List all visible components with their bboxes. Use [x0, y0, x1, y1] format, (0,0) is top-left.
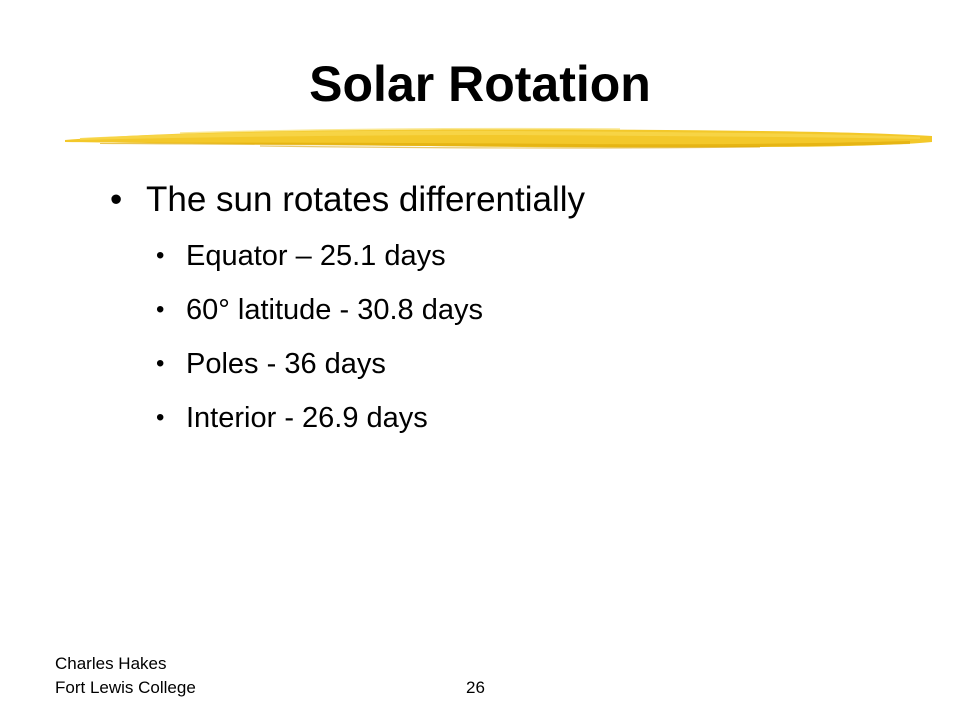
yellow-brush-stroke-divider — [65, 127, 932, 149]
slide-title: Solar Rotation — [309, 56, 651, 112]
bullet-list: • The sun rotates differentially • Equat… — [110, 172, 585, 438]
main-bullet: • The sun rotates differentially • Equat… — [110, 172, 585, 438]
bullet-dot: • — [156, 350, 165, 377]
sub-bullet-equator: • Equator – 25.1 days — [110, 236, 585, 276]
sub-bullet-text: Poles - 36 days — [186, 348, 386, 380]
bullet-dot: • — [156, 404, 165, 431]
bullet-dot: • — [110, 180, 123, 219]
main-bullet-text: The sun rotates differentially — [146, 180, 586, 219]
footer-author-name: Charles Hakes — [55, 654, 167, 673]
footer-institution: Fort Lewis College — [55, 678, 196, 697]
bullet-dot: • — [156, 296, 165, 323]
sub-bullet-text: 60° latitude - 30.8 days — [186, 294, 483, 326]
page-number: 26 — [466, 678, 485, 697]
bullet-dot: • — [156, 242, 165, 269]
sub-bullet-latitude: • 60° latitude - 30.8 days — [110, 290, 585, 330]
footer-author: Charles Hakes Fort Lewis College — [55, 652, 196, 700]
sub-bullet-text: Interior - 26.9 days — [186, 402, 428, 434]
sub-bullet-text: Equator – 25.1 days — [186, 240, 446, 272]
sub-bullet-list: • Equator – 25.1 days • 60° latitude - 3… — [110, 236, 585, 438]
sub-bullet-poles: • Poles - 36 days — [110, 344, 585, 384]
sub-bullet-interior: • Interior - 26.9 days — [110, 398, 585, 438]
